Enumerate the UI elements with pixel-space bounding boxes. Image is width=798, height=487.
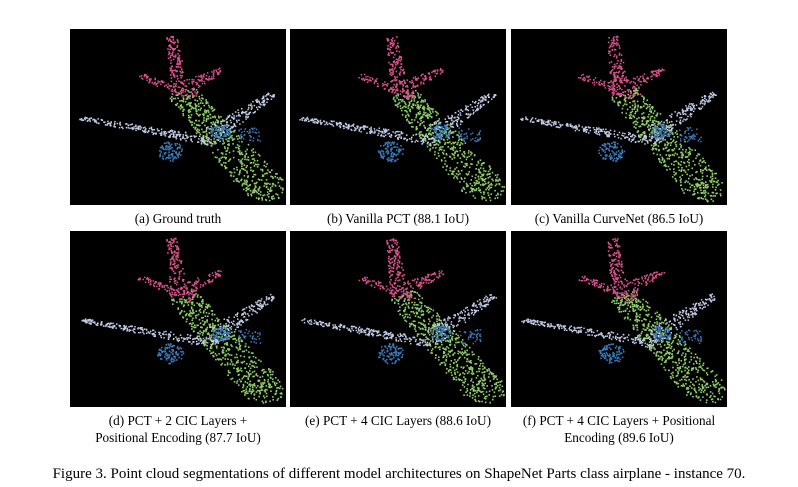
point-cloud-plot <box>70 29 286 205</box>
caption-line: (a) Ground truth <box>134 211 222 226</box>
panel-a: (a) Ground truth <box>70 29 286 226</box>
point-cloud-plot <box>290 29 506 205</box>
point-cloud-plot <box>290 231 506 407</box>
panel-b: (b) Vanilla PCT (88.1 IoU) <box>290 29 506 226</box>
panel-caption: (b) Vanilla PCT (88.1 IoU) <box>278 210 518 227</box>
caption-line: (f) PCT + 4 CIC Layers + Positional <box>522 413 716 428</box>
panel-caption: (e) PCT + 4 CIC Layers (88.6 IoU) <box>278 412 518 429</box>
caption-line: (b) Vanilla PCT (88.1 IoU) <box>327 211 469 226</box>
point-cloud-plot <box>511 231 727 407</box>
panel-caption: (a) Ground truth <box>58 210 298 227</box>
point-cloud-plot <box>511 29 727 205</box>
panel-c: (c) Vanilla CurveNet (86.5 IoU) <box>511 29 727 226</box>
panel-f: (f) PCT + 4 CIC Layers + Positional Enco… <box>511 231 727 445</box>
caption-line: (c) Vanilla CurveNet (86.5 IoU) <box>534 211 704 226</box>
panel-d: (d) PCT + 2 CIC Layers + Positional Enco… <box>70 231 286 445</box>
caption-line: Positional Encoding (87.7 IoU) <box>95 430 261 445</box>
panel-caption: (f) PCT + 4 CIC Layers + Positional Enco… <box>499 412 739 446</box>
caption-line: Encoding (89.6 IoU) <box>564 430 674 445</box>
point-cloud-plot <box>70 231 286 407</box>
caption-line: (e) PCT + 4 CIC Layers (88.6 IoU) <box>305 413 491 428</box>
panel-caption: (c) Vanilla CurveNet (86.5 IoU) <box>499 210 739 227</box>
panel-caption: (d) PCT + 2 CIC Layers + Positional Enco… <box>58 412 298 446</box>
caption-line: (d) PCT + 2 CIC Layers + <box>108 413 248 428</box>
figure-caption: Figure 3. Point cloud segmentations of d… <box>52 466 746 482</box>
panel-e: (e) PCT + 4 CIC Layers (88.6 IoU) <box>290 231 506 428</box>
